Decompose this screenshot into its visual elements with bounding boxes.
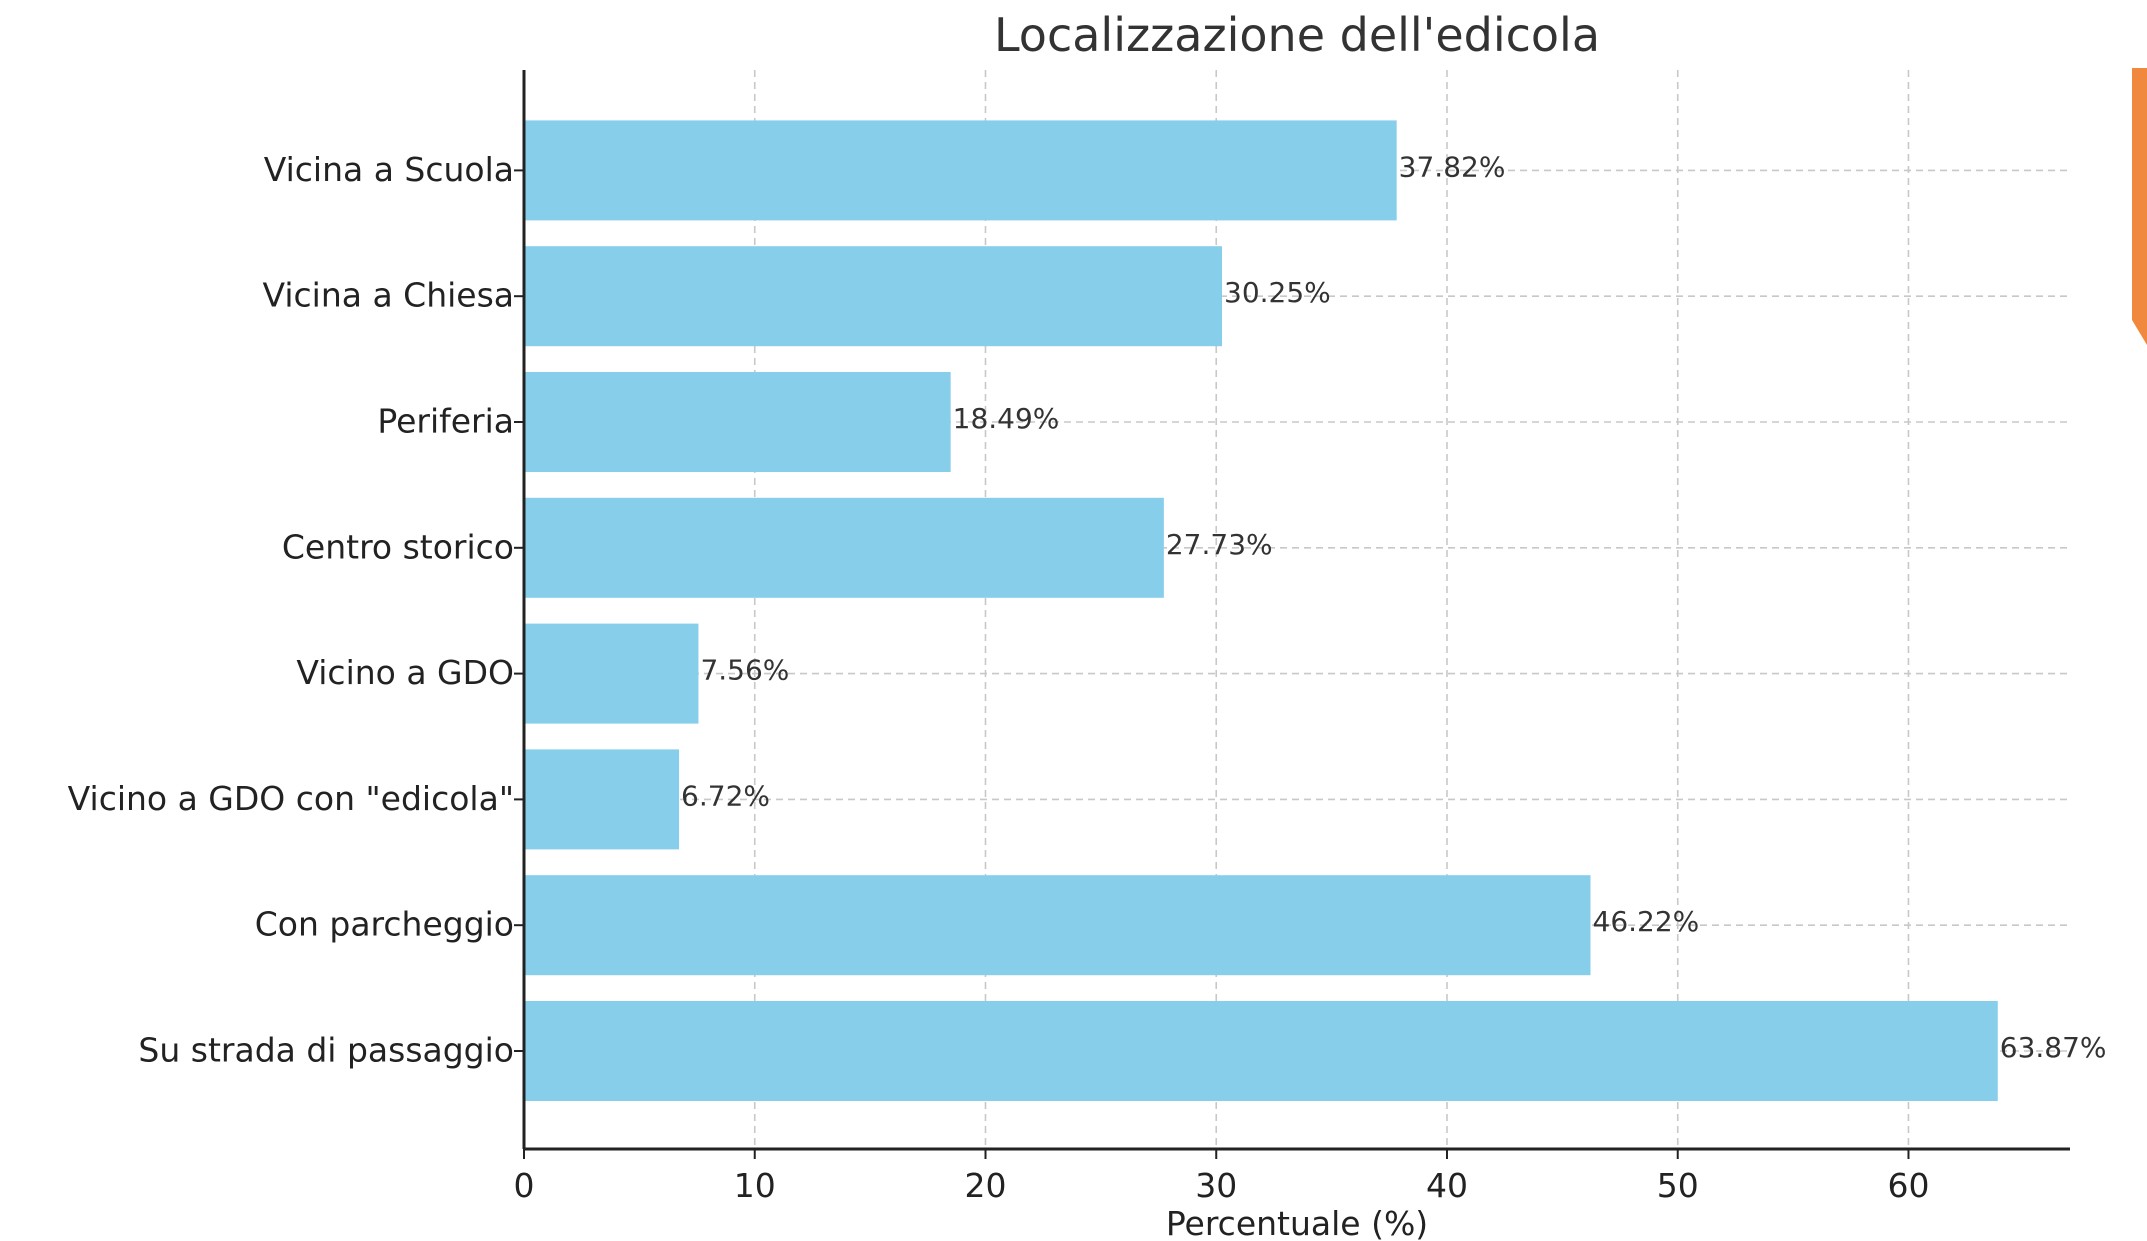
value-label-3: 7.56% bbox=[700, 654, 789, 687]
category-label-3: Vicino a GDO bbox=[296, 653, 514, 692]
grid-lines bbox=[524, 70, 2070, 1149]
bar-6 bbox=[524, 246, 1223, 347]
category-label-6: Vicina a Chiesa bbox=[262, 276, 514, 315]
category-label-0: Su strada di passaggio bbox=[138, 1031, 514, 1070]
x-tick-label-10: 10 bbox=[734, 1166, 776, 1205]
x-axis-title: Percentuale (%) bbox=[1166, 1204, 1428, 1241]
bar-3 bbox=[524, 623, 699, 724]
bar-7 bbox=[524, 120, 1397, 221]
axes: 0 10 20 30 40 50 60 bbox=[514, 70, 2070, 1205]
value-label-4: 27.73% bbox=[1166, 528, 1273, 561]
category-label-5: Periferia bbox=[377, 402, 514, 441]
bar-4 bbox=[524, 497, 1164, 598]
category-label-1: Con parcheggio bbox=[255, 905, 514, 944]
category-label-7: Vicina a Scuola bbox=[264, 150, 514, 189]
category-label-4: Centro storico bbox=[282, 527, 514, 566]
value-labels: 63.87% 46.22% 6.72% 7.56% 27.73% 18.49% 30.25%… bbox=[681, 150, 2106, 1064]
value-label-6: 30.25% bbox=[1224, 276, 1331, 309]
value-label-1: 46.22% bbox=[1593, 905, 1700, 938]
x-tick-label-40: 40 bbox=[1426, 1166, 1468, 1205]
bar-1 bbox=[524, 875, 1591, 976]
x-tick-label-60: 60 bbox=[1887, 1166, 1929, 1205]
value-label-0: 63.87% bbox=[2000, 1031, 2107, 1064]
category-label-2: Vicino a GDO con "edicola" bbox=[68, 779, 514, 818]
value-label-5: 18.49% bbox=[953, 402, 1060, 435]
x-tick-label-0: 0 bbox=[514, 1166, 535, 1205]
category-labels: Su strada di passaggio Con parcheggio Vici… bbox=[68, 150, 514, 1070]
x-tick-label-20: 20 bbox=[964, 1166, 1006, 1205]
value-label-2: 6.72% bbox=[681, 779, 770, 812]
x-tick-label-50: 50 bbox=[1657, 1166, 1699, 1205]
x-tick-label-30: 30 bbox=[1195, 1166, 1237, 1205]
value-label-7: 37.82% bbox=[1399, 150, 1506, 183]
bar-2 bbox=[524, 749, 680, 850]
bars bbox=[524, 120, 1998, 1101]
bar-5 bbox=[524, 372, 951, 472]
bar-0 bbox=[524, 1001, 1998, 1101]
edge-accent-shape bbox=[2132, 68, 2147, 345]
chart-title: Localizzazione dell'edicola bbox=[994, 8, 1600, 62]
